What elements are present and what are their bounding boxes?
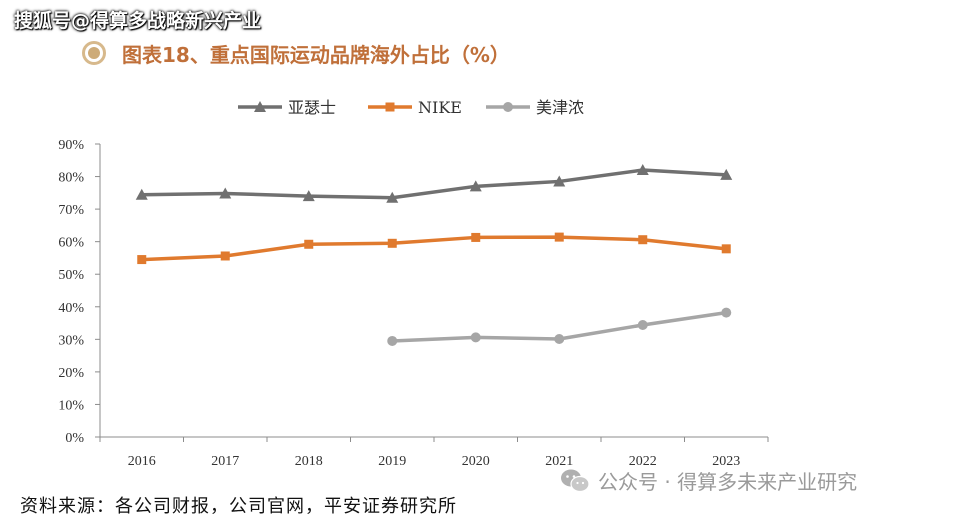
y-tick-label: 0% [65, 431, 84, 446]
data-point-0 [553, 175, 566, 187]
legend-label-2: 美津浓 [536, 98, 584, 117]
data-point-2 [637, 320, 648, 331]
x-tick-label: 2018 [295, 454, 323, 469]
data-point-1 [304, 239, 314, 249]
x-tick-label: 2020 [462, 454, 490, 469]
source-note: 资料来源：各公司财报，公司官网，平安证券研究所 [20, 496, 457, 517]
y-tick-label: 90% [58, 138, 84, 153]
series-line-0 [141, 168, 727, 200]
wechat-watermark-text: 公众号 · 得算多未来产业研究 [598, 470, 858, 494]
data-point-1 [554, 232, 564, 242]
y-tick-label: 70% [58, 203, 84, 218]
legend-marker-0 [254, 101, 266, 112]
data-point-0 [386, 191, 399, 203]
legend-marker-1 [385, 102, 395, 112]
wechat-icon [561, 469, 590, 492]
x-tick-label: 2017 [211, 454, 239, 469]
data-point-1 [638, 235, 648, 245]
data-point-0 [720, 168, 733, 180]
data-point-0 [302, 190, 315, 202]
y-tick-label: 20% [58, 366, 84, 381]
data-point-1 [137, 255, 147, 265]
data-point-2 [554, 334, 565, 345]
data-point-2 [470, 332, 481, 343]
wechat-watermark: 公众号 · 得算多未来产业研究 [560, 466, 857, 495]
x-tick-label: 2021 [545, 454, 573, 469]
title-circle-icon [82, 41, 106, 65]
data-point-1 [220, 251, 230, 261]
data-point-1 [471, 232, 481, 242]
x-tick-label: 2016 [128, 454, 156, 469]
x-tick-label: 2022 [629, 454, 657, 469]
x-tick-label: 2023 [712, 454, 740, 469]
data-point-2 [721, 307, 732, 318]
y-tick-label: 40% [58, 301, 84, 316]
y-tick-label: 60% [58, 236, 84, 251]
data-point-0 [469, 180, 482, 192]
chart-title-row: 图表18、重点国际运动品牌海外占比（%） [82, 38, 510, 68]
data-point-0 [636, 164, 649, 176]
chart-title: 图表18、重点国际运动品牌海外占比（%） [122, 42, 510, 67]
y-tick-label: 80% [58, 171, 84, 186]
top-watermark: 搜狐号@得算多战略新兴产业 [14, 10, 262, 32]
data-point-2 [387, 335, 398, 346]
x-tick-label: 2019 [378, 454, 406, 469]
y-tick-label: 30% [58, 333, 84, 348]
y-tick-label: 50% [58, 268, 84, 283]
series-line-1 [141, 235, 727, 262]
legend-label-0: 亚瑟士 [288, 98, 336, 117]
data-point-0 [219, 187, 232, 199]
data-point-1 [387, 238, 397, 248]
data-point-1 [721, 244, 731, 254]
y-tick-label: 10% [58, 398, 84, 413]
legend-marker-2 [503, 102, 513, 112]
data-point-0 [135, 188, 148, 200]
legend-label-1: NIKE [418, 98, 462, 117]
